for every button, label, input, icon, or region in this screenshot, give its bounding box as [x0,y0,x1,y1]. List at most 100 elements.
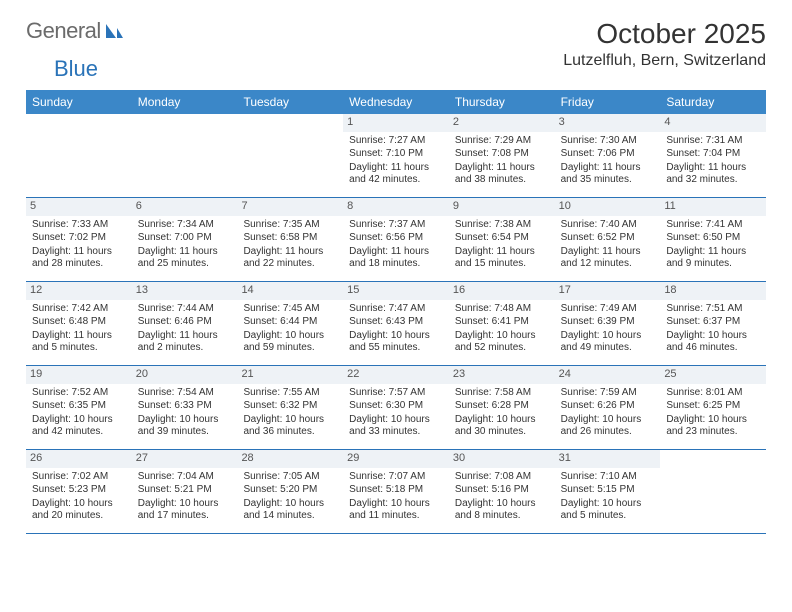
sunrise-line: Sunrise: 7:49 AM [561,303,655,316]
location-subtitle: Lutzelfluh, Bern, Switzerland [563,52,766,70]
day-cell: 15Sunrise: 7:47 AMSunset: 6:43 PMDayligh… [343,282,449,365]
day-cell: 7 Sunrise: 7:35 AMSunset: 6:58 PMDaylight… [237,198,343,281]
sunrise-line: Sunrise: 7:33 AM [32,219,126,232]
day-number: 15 [343,282,449,300]
sunrise-line: Sunrise: 7:40 AM [561,219,655,232]
calendar: SundayMondayTuesdayWednesdayThursdayFrid… [26,90,766,534]
sunset-line: Sunset: 7:04 PM [666,148,760,161]
day-number: 7 [237,198,343,216]
day-body: Sunrise: 7:48 AMSunset: 6:41 PMDaylight:… [455,303,549,355]
sunrise-line: Sunrise: 7:02 AM [32,471,126,484]
day-number: 17 [555,282,661,300]
daylight-line: Daylight: 10 hours and 49 minutes. [561,330,655,355]
day-body: Sunrise: 7:51 AMSunset: 6:37 PMDaylight:… [666,303,760,355]
day-body: Sunrise: 7:59 AMSunset: 6:26 PMDaylight:… [561,387,655,439]
day-cell: 5Sunrise: 7:33 AMSunset: 7:02 PMDaylight… [26,198,132,281]
sunset-line: Sunset: 6:58 PM [243,232,337,245]
sunset-line: Sunset: 6:26 PM [561,400,655,413]
day-body: Sunrise: 8:01 AMSunset: 6:25 PMDaylight:… [666,387,760,439]
day-number: 20 [132,366,238,384]
sunset-line: Sunset: 6:43 PM [349,316,443,329]
day-cell: 8Sunrise: 7:37 AMSunset: 6:56 PMDaylight… [343,198,449,281]
day-cell: 24Sunrise: 7:59 AMSunset: 6:26 PMDayligh… [555,366,661,449]
daylight-line: Daylight: 10 hours and 20 minutes. [32,498,126,523]
day-body: Sunrise: 7:02 AMSunset: 5:23 PMDaylight:… [32,471,126,523]
sunset-line: Sunset: 6:25 PM [666,400,760,413]
day-cell: 22Sunrise: 7:57 AMSunset: 6:30 PMDayligh… [343,366,449,449]
day-body: Sunrise: 7:27 AMSunset: 7:10 PMDaylight:… [349,135,443,187]
day-cell: 29Sunrise: 7:07 AMSunset: 5:18 PMDayligh… [343,450,449,533]
day-body: Sunrise: 7:30 AMSunset: 7:06 PMDaylight:… [561,135,655,187]
day-body: Sunrise: 7:41 AMSunset: 6:50 PMDaylight:… [666,219,760,271]
sunset-line: Sunset: 6:56 PM [349,232,443,245]
week-row: 1Sunrise: 7:27 AMSunset: 7:10 PMDaylight… [26,114,766,198]
daylight-line: Daylight: 10 hours and 11 minutes. [349,498,443,523]
sunset-line: Sunset: 5:20 PM [243,484,337,497]
sunrise-line: Sunrise: 7:10 AM [561,471,655,484]
daylight-line: Daylight: 11 hours and 12 minutes. [561,246,655,271]
day-body: Sunrise: 7:04 AMSunset: 5:21 PMDaylight:… [138,471,232,523]
day-body: Sunrise: 7:58 AMSunset: 6:28 PMDaylight:… [455,387,549,439]
daylight-line: Daylight: 11 hours and 32 minutes. [666,162,760,187]
day-number: 27 [132,450,238,468]
day-cell-empty [660,450,766,533]
sunrise-line: Sunrise: 7:54 AM [138,387,232,400]
brand-logo: General [26,18,124,44]
day-cell: 2Sunrise: 7:29 AMSunset: 7:08 PMDaylight… [449,114,555,197]
day-number: 26 [26,450,132,468]
weekday-header: Thursday [449,90,555,114]
sunset-line: Sunset: 6:30 PM [349,400,443,413]
sunrise-line: Sunrise: 7:42 AM [32,303,126,316]
day-cell: 17Sunrise: 7:49 AMSunset: 6:39 PMDayligh… [555,282,661,365]
sunset-line: Sunset: 7:06 PM [561,148,655,161]
daylight-line: Daylight: 10 hours and 26 minutes. [561,414,655,439]
day-number: 6 [132,198,238,216]
day-cell: 28Sunrise: 7:05 AMSunset: 5:20 PMDayligh… [237,450,343,533]
sunset-line: Sunset: 6:41 PM [455,316,549,329]
weekday-header: Tuesday [237,90,343,114]
day-number: 22 [343,366,449,384]
day-body: Sunrise: 7:29 AMSunset: 7:08 PMDaylight:… [455,135,549,187]
day-number: 12 [26,282,132,300]
sunset-line: Sunset: 6:46 PM [138,316,232,329]
sunrise-line: Sunrise: 7:34 AM [138,219,232,232]
day-cell: 21Sunrise: 7:55 AMSunset: 6:32 PMDayligh… [237,366,343,449]
weekday-header: Wednesday [343,90,449,114]
day-cell: 6Sunrise: 7:34 AMSunset: 7:00 PMDaylight… [132,198,238,281]
day-body: Sunrise: 7:35 AMSunset: 6:58 PMDaylight:… [243,219,337,271]
brand-word-2: Blue [54,56,98,81]
day-cell: 31Sunrise: 7:10 AMSunset: 5:15 PMDayligh… [555,450,661,533]
sunset-line: Sunset: 5:23 PM [32,484,126,497]
weekday-header: Monday [132,90,238,114]
sunrise-line: Sunrise: 7:05 AM [243,471,337,484]
sunrise-line: Sunrise: 7:44 AM [138,303,232,316]
page-title: October 2025 [563,18,766,50]
sunset-line: Sunset: 6:48 PM [32,316,126,329]
day-number: 8 [343,198,449,216]
sunrise-line: Sunrise: 7:57 AM [349,387,443,400]
daylight-line: Daylight: 11 hours and 15 minutes. [455,246,549,271]
day-cell: 27 Sunrise: 7:04 AMSunset: 5:21 PMDayligh… [132,450,238,533]
sunrise-line: Sunrise: 7:47 AM [349,303,443,316]
day-body: Sunrise: 7:52 AMSunset: 6:35 PMDaylight:… [32,387,126,439]
sunrise-line: Sunrise: 7:59 AM [561,387,655,400]
sunrise-line: Sunrise: 7:04 AM [138,471,232,484]
day-number: 5 [26,198,132,216]
day-number: 21 [237,366,343,384]
day-body: Sunrise: 7:54 AMSunset: 6:33 PMDaylight:… [138,387,232,439]
daylight-line: Daylight: 11 hours and 42 minutes. [349,162,443,187]
sunrise-line: Sunrise: 7:58 AM [455,387,549,400]
daylight-line: Daylight: 10 hours and 42 minutes. [32,414,126,439]
day-cell: 4Sunrise: 7:31 AMSunset: 7:04 PMDaylight… [660,114,766,197]
daylight-line: Daylight: 10 hours and 5 minutes. [561,498,655,523]
sunrise-line: Sunrise: 7:07 AM [349,471,443,484]
day-cell: 26 Sunrise: 7:02 AMSunset: 5:23 PMDayligh… [26,450,132,533]
daylight-line: Daylight: 10 hours and 36 minutes. [243,414,337,439]
week-row: 12 Sunrise: 7:42 AMSunset: 6:48 PM Dayligh… [26,282,766,366]
day-body: Sunrise: 7:07 AMSunset: 5:18 PMDaylight:… [349,471,443,523]
sunrise-line: Sunrise: 7:51 AM [666,303,760,316]
day-cell: 18Sunrise: 7:51 AMSunset: 6:37 PMDayligh… [660,282,766,365]
sunrise-line: Sunrise: 8:01 AM [666,387,760,400]
daylight-line: Daylight: 10 hours and 23 minutes. [666,414,760,439]
sunset-line: Sunset: 6:54 PM [455,232,549,245]
